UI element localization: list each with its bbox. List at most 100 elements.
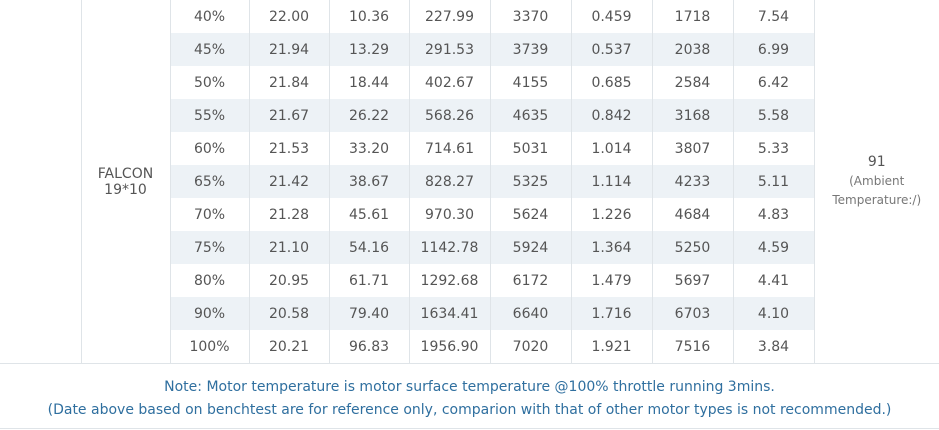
value-cell: 1292.68 (408, 264, 491, 297)
value-cell: 227.99 (408, 0, 491, 33)
value-cell: 22.00 (248, 0, 330, 33)
value-cell: 6172 (489, 264, 572, 297)
value-cell: 828.27 (408, 165, 491, 198)
value-cell: 970.30 (408, 198, 491, 231)
throttle-cell: 80% (169, 264, 250, 297)
table-row: 60% 21.53 33.20 714.61 5031 1.014 3807 5.33 (0, 132, 939, 165)
value-cell: 45.61 (328, 198, 410, 231)
value-cell: 2038 (651, 33, 734, 66)
value-cell: 402.67 (408, 66, 491, 99)
value-cell: 0.842 (570, 99, 653, 132)
value-cell: 714.61 (408, 132, 491, 165)
table-row: 45% 21.94 13.29 291.53 3739 0.537 2038 6.99 (0, 33, 939, 66)
value-cell: 7516 (651, 330, 734, 363)
value-cell: 5250 (651, 231, 734, 264)
table-row: 55% 21.67 26.22 568.26 4635 0.842 3168 5.58 (0, 99, 939, 132)
temperature-value: 91 (867, 153, 886, 170)
temperature-note: (Ambient Temperature:/) (832, 173, 922, 207)
throttle-cell: 100% (169, 330, 250, 363)
value-cell: 4.83 (732, 198, 815, 231)
value-cell: 21.42 (248, 165, 330, 198)
throttle-cell: 60% (169, 132, 250, 165)
table-row: 90% 20.58 79.40 1634.41 6640 1.716 6703 4.10 (0, 297, 939, 330)
propeller-cell: FALCON 19*10 (80, 0, 171, 363)
value-cell: 5031 (489, 132, 572, 165)
value-cell: 291.53 (408, 33, 491, 66)
value-cell: 2584 (651, 66, 734, 99)
value-cell: 3739 (489, 33, 572, 66)
value-cell: 26.22 (328, 99, 410, 132)
value-cell: 38.67 (328, 165, 410, 198)
value-cell: 20.21 (248, 330, 330, 363)
value-cell: 6.99 (732, 33, 815, 66)
table-row: FALCON 19*10 40% 22.00 10.36 227.99 3370 0.459 1… (0, 0, 939, 363)
value-cell: 18.44 (328, 66, 410, 99)
value-cell: 4635 (489, 99, 572, 132)
note-line: (Date above based on benchtest are for r… (47, 402, 892, 418)
table-row: 50% 21.84 18.44 402.67 4155 0.685 2584 6.42 (0, 66, 939, 99)
blank-cell (0, 0, 82, 363)
value-cell: 1142.78 (408, 231, 491, 264)
value-cell: 7.54 (732, 0, 815, 33)
value-cell: 1634.41 (408, 297, 491, 330)
value-cell: 21.53 (248, 132, 330, 165)
value-cell: 5.11 (732, 165, 815, 198)
throttle-cell: 90% (169, 297, 250, 330)
value-cell: 33.20 (328, 132, 410, 165)
value-cell: 5697 (651, 264, 734, 297)
table-row: 80% 20.95 61.71 1292.68 6172 1.479 5697 4.41 (0, 264, 939, 297)
value-cell: 1.014 (570, 132, 653, 165)
table-row: 100% 20.21 96.83 1956.90 7020 1.921 7516 3.84 (0, 330, 939, 363)
value-cell: 0.685 (570, 66, 653, 99)
value-cell: 4.59 (732, 231, 815, 264)
value-cell: 1.226 (570, 198, 653, 231)
value-cell: 21.67 (248, 99, 330, 132)
value-cell: 20.95 (248, 264, 330, 297)
value-cell: 3.84 (732, 330, 815, 363)
value-cell: 1956.90 (408, 330, 491, 363)
value-cell: 4233 (651, 165, 734, 198)
throttle-cell: 45% (169, 33, 250, 66)
value-cell: 1.921 (570, 330, 653, 363)
throttle-cell: 55% (169, 99, 250, 132)
value-cell: 568.26 (408, 99, 491, 132)
value-cell: 6.42 (732, 66, 815, 99)
value-cell: 4.41 (732, 264, 815, 297)
value-cell: 4684 (651, 198, 734, 231)
data-table: FALCON 19*10 40% 22.00 10.36 227.99 3370 0.459 1… (0, 0, 939, 363)
throttle-cell: 70% (169, 198, 250, 231)
value-cell: 6703 (651, 297, 734, 330)
value-cell: 21.94 (248, 33, 330, 66)
value-cell: 20.58 (248, 297, 330, 330)
note-line: Note: Motor temperature is motor surface… (164, 379, 775, 395)
value-cell: 61.71 (328, 264, 410, 297)
value-cell: 13.29 (328, 33, 410, 66)
throttle-cell: 65% (169, 165, 250, 198)
throttle-cell: 75% (169, 231, 250, 264)
temperature-cell: 91 (Ambient Temperature:/) (813, 0, 939, 363)
value-cell: 5.33 (732, 132, 815, 165)
table-row: 70% 21.28 45.61 970.30 5624 1.226 4684 4.83 (0, 198, 939, 231)
value-cell: 4155 (489, 66, 572, 99)
propeller-name: FALCON (97, 165, 154, 182)
value-cell: 1.114 (570, 165, 653, 198)
value-cell: 21.84 (248, 66, 330, 99)
value-cell: 1.716 (570, 297, 653, 330)
value-cell: 5924 (489, 231, 572, 264)
value-cell: 1.364 (570, 231, 653, 264)
value-cell: 3807 (651, 132, 734, 165)
throttle-cell: 40% (169, 0, 250, 33)
table-row: 65% 21.42 38.67 828.27 5325 1.114 4233 5.11 (0, 165, 939, 198)
value-cell: 4.10 (732, 297, 815, 330)
value-cell: 1718 (651, 0, 734, 33)
value-cell: 0.537 (570, 33, 653, 66)
value-cell: 79.40 (328, 297, 410, 330)
value-cell: 5624 (489, 198, 572, 231)
value-cell: 0.459 (570, 0, 653, 33)
value-cell: 96.83 (328, 330, 410, 363)
value-cell: 6640 (489, 297, 572, 330)
table-row: 75% 21.10 54.16 1142.78 5924 1.364 5250 4.59 (0, 231, 939, 264)
note: Note: Motor temperature is motor surface… (0, 363, 939, 429)
value-cell: 3370 (489, 0, 572, 33)
